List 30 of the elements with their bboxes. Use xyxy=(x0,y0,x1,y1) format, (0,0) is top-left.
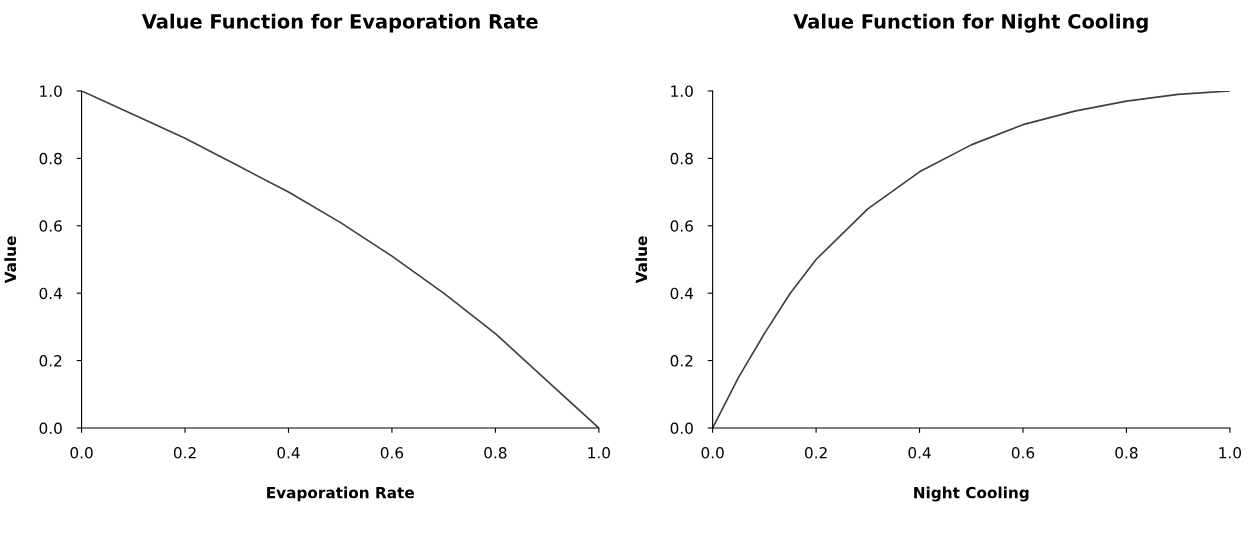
y-tick-label: 0.8 xyxy=(670,152,693,165)
x-tick-label: 0.4 xyxy=(277,447,300,459)
y-axis-title: Value xyxy=(4,236,17,284)
x-tick-label: 0.0 xyxy=(701,447,724,459)
y-tick-label: 1.0 xyxy=(40,85,62,97)
x-tick-label: 1.0 xyxy=(588,447,610,459)
y-tick-label: 0.8 xyxy=(39,152,62,165)
y-tick-label: 0.2 xyxy=(670,355,693,367)
y-tick-label: 0.4 xyxy=(670,287,694,300)
y-tick-label: 0.2 xyxy=(39,355,62,367)
x-tick-label: 0.2 xyxy=(804,447,827,459)
y-tick-label: 0.0 xyxy=(670,422,693,435)
y-tick-label: 0.6 xyxy=(39,220,62,232)
x-tick-label: 0.8 xyxy=(1115,447,1138,459)
x-tick-label: 0.6 xyxy=(380,447,404,459)
x-tick-label: 0.0 xyxy=(70,447,93,459)
y-axis-title: Value xyxy=(635,236,648,284)
chart-title: Value Function for Night Cooling xyxy=(793,13,1148,33)
x-tick-label: 1.0 xyxy=(1219,447,1242,459)
x-tick-label: 0.4 xyxy=(908,447,931,459)
x-tick-label: 0.2 xyxy=(173,447,196,459)
y-tick-label: 0.6 xyxy=(670,220,693,232)
x-tick-label: 0.6 xyxy=(1011,447,1035,459)
y-tick-label: 0.4 xyxy=(39,287,62,300)
x-axis-title: Night Cooling xyxy=(914,486,1029,502)
y-tick-label: 0.0 xyxy=(39,422,62,435)
y-tick-label: 1.0 xyxy=(671,85,693,97)
chart-title: Value Function for Evaporation Rate xyxy=(141,13,538,33)
x-axis-title: Evaporation Rate xyxy=(267,486,414,502)
x-tick-label: 0.8 xyxy=(484,447,507,459)
